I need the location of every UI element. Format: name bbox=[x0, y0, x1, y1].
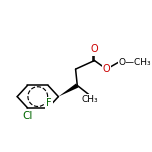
Text: O—CH₃: O—CH₃ bbox=[119, 58, 151, 67]
Text: O: O bbox=[91, 44, 98, 54]
Text: Cl: Cl bbox=[22, 111, 33, 121]
Polygon shape bbox=[58, 83, 78, 97]
Text: O: O bbox=[103, 64, 110, 74]
Text: F: F bbox=[46, 98, 52, 109]
Text: CH₃: CH₃ bbox=[81, 95, 98, 104]
